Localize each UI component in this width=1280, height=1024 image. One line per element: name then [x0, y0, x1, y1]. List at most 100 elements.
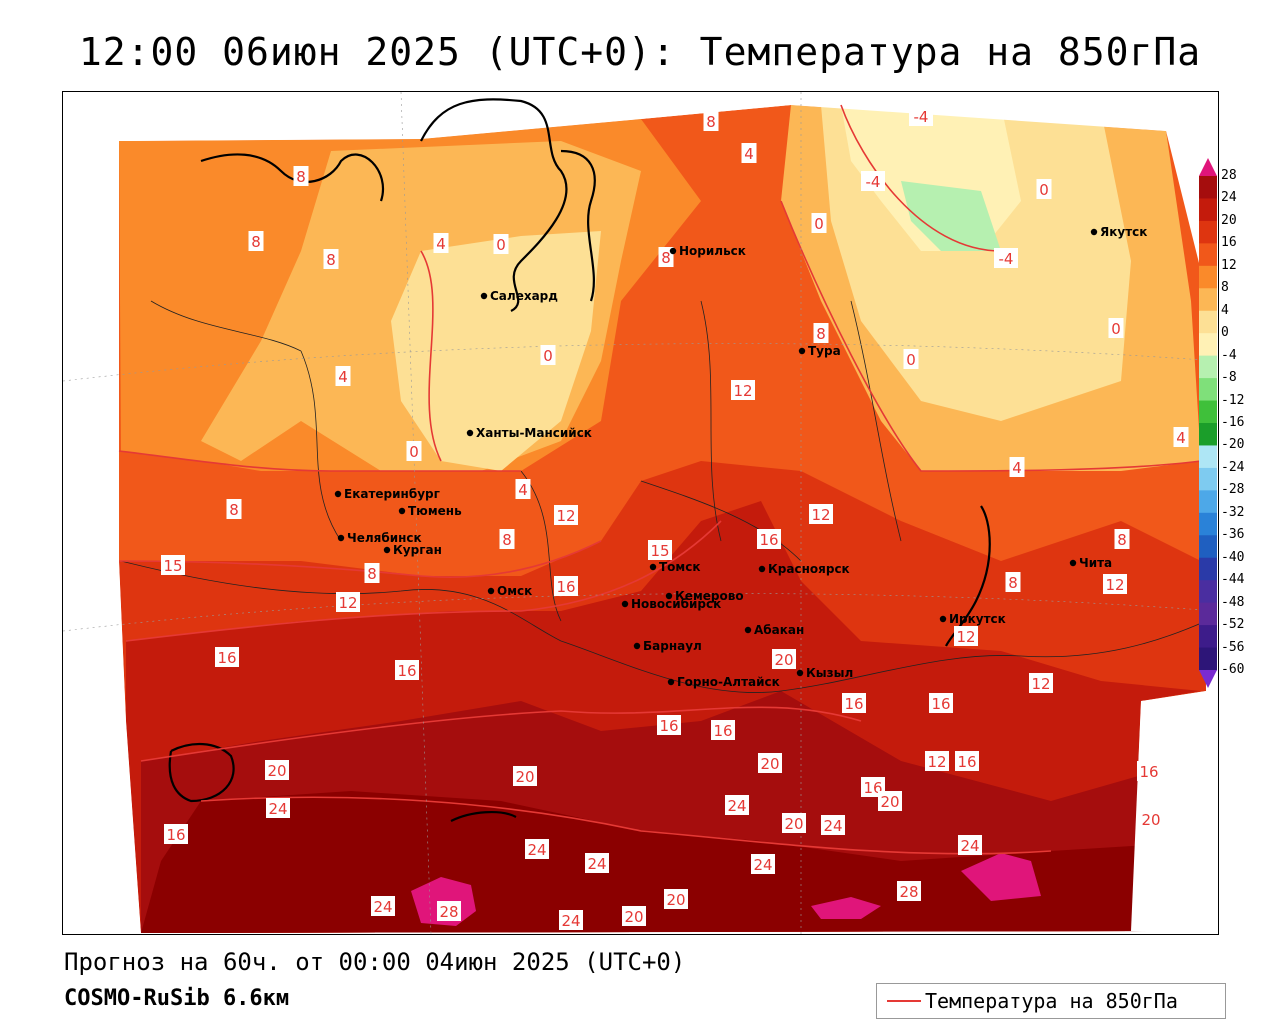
- isotherm-label: 24: [585, 853, 609, 873]
- isotherm-label: 8: [499, 529, 515, 549]
- svg-text:15: 15: [650, 542, 669, 560]
- colorbar-tick-label: 4: [1221, 302, 1229, 318]
- svg-text:20: 20: [784, 815, 803, 833]
- svg-text:24: 24: [753, 856, 772, 874]
- map-panel[interactable]: 8 8 8 4 0 8 4 -4 -4 0 0 -4 8 0 8 0 0 4 12 0 4 4 4 8 12 12 8 16 8 15 15…: [62, 91, 1219, 935]
- svg-text:-4: -4: [866, 173, 881, 191]
- svg-text:8: 8: [296, 168, 306, 186]
- svg-text:Екатеринбург: Екатеринбург: [344, 487, 440, 501]
- svg-text:8: 8: [706, 113, 716, 131]
- isotherm-label: 8: [323, 249, 339, 269]
- isotherm-label: 0: [493, 234, 509, 254]
- isotherm-label: 24: [751, 854, 775, 874]
- isotherm-label: 20: [782, 813, 806, 833]
- isotherm-label: 24: [821, 815, 845, 835]
- colorbar-tick-label: 8: [1221, 280, 1229, 296]
- colorbar-tick-label: -12: [1221, 392, 1245, 408]
- isotherm-label: 20: [758, 753, 782, 773]
- city-marker: Курган: [383, 543, 442, 557]
- coastline-lines: [168, 98, 991, 822]
- city-marker: Кемерово: [665, 589, 744, 603]
- svg-text:0: 0: [814, 215, 824, 233]
- city-marker: Омск: [487, 584, 532, 598]
- svg-text:28: 28: [439, 903, 458, 921]
- svg-text:24: 24: [373, 898, 392, 916]
- colorbar: [1199, 158, 1217, 688]
- svg-text:4: 4: [518, 481, 528, 499]
- legend-line-swatch: [887, 1000, 921, 1002]
- colorbar-tick-label: -28: [1221, 482, 1245, 498]
- isotherm-label: 20: [664, 889, 688, 909]
- svg-text:Якутск: Якутск: [1100, 225, 1147, 239]
- city-marker: Тюмень: [398, 504, 462, 518]
- svg-text:16: 16: [713, 722, 732, 740]
- model-name: COSMO-RuSib 6.6км: [64, 986, 290, 1011]
- colorbar-segment: [1199, 490, 1217, 514]
- temperature-map: 8 8 8 4 0 8 4 -4 -4 0 0 -4 8 0 8 0 0 4 12 0 4 4 4 8 12 12 8 16 8 15 15…: [63, 92, 1218, 934]
- svg-text:12: 12: [1031, 675, 1050, 693]
- isotherm-label: 24: [725, 795, 749, 815]
- svg-text:Абакан: Абакан: [754, 623, 804, 637]
- colorbar-tick-label: 24: [1221, 190, 1237, 206]
- colorbar-bottom-arrow: [1199, 670, 1217, 688]
- isotherm-label: 16: [1137, 761, 1161, 781]
- colorbar-segment: [1199, 265, 1217, 289]
- colorbar-segment: [1199, 355, 1217, 379]
- colorbar-segment: [1199, 310, 1217, 334]
- svg-text:-4: -4: [999, 250, 1014, 268]
- svg-text:24: 24: [960, 837, 979, 855]
- colorbar-tick-label: -24: [1221, 459, 1245, 475]
- isotherm-label: 12: [336, 592, 360, 612]
- isotherm-label: 16: [657, 715, 681, 735]
- svg-text:8: 8: [229, 501, 239, 519]
- isotherm-label: 12: [731, 380, 755, 400]
- forecast-info: Прогноз на 60ч. от 00:00 04июн 2025 (UTC…: [64, 948, 686, 976]
- isotherm-label: 16: [929, 693, 953, 713]
- svg-text:16: 16: [397, 662, 416, 680]
- svg-text:4: 4: [436, 235, 446, 253]
- svg-text:-4: -4: [914, 108, 929, 126]
- isotherm-label: 12: [925, 751, 949, 771]
- colorbar-tick-label: -8: [1221, 370, 1237, 386]
- svg-text:Новосибирск: Новосибирск: [631, 597, 721, 611]
- colorbar-segment: [1199, 512, 1217, 536]
- svg-text:8: 8: [661, 249, 671, 267]
- svg-text:8: 8: [816, 325, 826, 343]
- svg-text:0: 0: [496, 236, 506, 254]
- colorbar-segment: [1199, 220, 1217, 244]
- svg-text:8: 8: [502, 531, 512, 549]
- isotherm-label: 8: [703, 111, 719, 131]
- svg-text:Чита: Чита: [1079, 556, 1112, 570]
- svg-text:20: 20: [880, 793, 899, 811]
- svg-text:Кызыл: Кызыл: [806, 666, 853, 680]
- city-marker: Тура: [798, 344, 841, 358]
- svg-text:24: 24: [587, 855, 606, 873]
- svg-text:16: 16: [931, 695, 950, 713]
- isotherm-label: -4: [861, 171, 885, 191]
- isotherm-label: 8: [658, 247, 674, 267]
- svg-text:Челябинск: Челябинск: [347, 531, 422, 545]
- isotherm-label: 12: [1029, 673, 1053, 693]
- isotherm-label: 4: [433, 233, 449, 253]
- colorbar-segment: [1199, 423, 1217, 446]
- colorbar-tick-label: 12: [1221, 257, 1237, 273]
- colorbar-segment: [1199, 647, 1217, 671]
- isotherm-label: 4: [335, 366, 351, 386]
- isotherm-label: 28: [437, 901, 461, 921]
- svg-text:12: 12: [927, 753, 946, 771]
- city-marker: Новосибирск: [621, 597, 721, 611]
- svg-text:16: 16: [556, 578, 575, 596]
- isotherm-label: 12: [1103, 574, 1127, 594]
- colorbar-tick-label: -40: [1221, 549, 1245, 565]
- graticule: [63, 92, 1218, 934]
- isotherm-label: 20: [772, 649, 796, 669]
- colorbar-tick-label: 16: [1221, 235, 1237, 251]
- city-marker: Горно-Алтайск: [667, 675, 780, 689]
- svg-text:20: 20: [666, 891, 685, 909]
- svg-text:8: 8: [1117, 531, 1127, 549]
- isotherm-label: -4: [994, 248, 1018, 268]
- svg-text:24: 24: [561, 912, 580, 930]
- svg-text:16: 16: [863, 779, 882, 797]
- isotherm-label: 28: [897, 881, 921, 901]
- svg-text:24: 24: [727, 797, 746, 815]
